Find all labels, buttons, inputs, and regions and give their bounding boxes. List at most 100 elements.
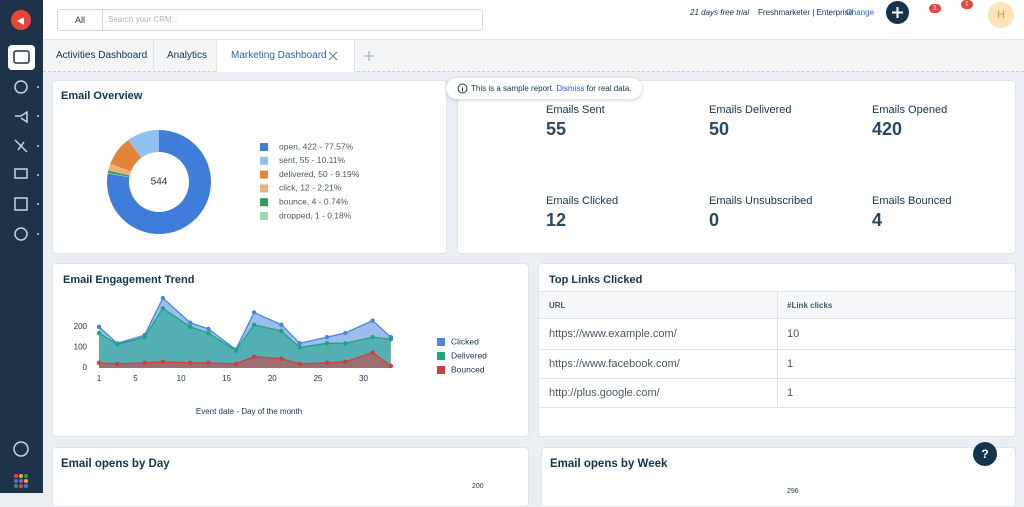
opens-by-week-card: Email opens by Week 296 xyxy=(541,447,1016,507)
sample-notice: This is a sample report. Dismiss for rea… xyxy=(446,78,642,99)
point xyxy=(233,361,239,367)
x-tick-label: 1 xyxy=(97,374,102,383)
point xyxy=(115,342,120,347)
card-title: Email opens by Day xyxy=(61,458,170,470)
point xyxy=(370,334,375,340)
top-links-card: Top Links Clicked URL #Link clicks https:/… xyxy=(538,263,1016,437)
x-tick-label: 20 xyxy=(268,374,277,383)
donut-center-label: 544 xyxy=(151,177,168,188)
sidebar-icons xyxy=(8,10,39,488)
top-bar: All Search your CRM... 21 days free tria… xyxy=(43,0,1024,40)
legend-swatch xyxy=(260,170,268,179)
point xyxy=(297,361,302,367)
add-tab[interactable] xyxy=(364,51,374,61)
metric-label: Emails Unsubscribed xyxy=(709,195,813,207)
legend-label: click, 12 - 2.21% xyxy=(279,183,342,193)
point xyxy=(160,295,166,301)
metric-value: 12 xyxy=(546,210,567,230)
search-placeholder: Search your CRM... xyxy=(108,15,179,24)
avatar[interactable]: H xyxy=(988,2,1014,28)
y-tick-label: 0 xyxy=(83,363,88,372)
card-title: Email Overview xyxy=(61,90,143,102)
close-tab[interactable] xyxy=(328,51,338,61)
dismiss-link[interactable]: Dismiss xyxy=(556,84,585,93)
donut-segment xyxy=(110,140,142,172)
point xyxy=(115,361,120,367)
point xyxy=(279,328,284,334)
metric-value: 4 xyxy=(872,210,883,230)
donut-segment xyxy=(128,130,159,158)
metric-value: 50 xyxy=(709,119,730,139)
row-divider xyxy=(539,378,1015,379)
point xyxy=(96,324,102,330)
point xyxy=(142,334,147,340)
point xyxy=(324,341,330,346)
metrics-card: Emails Sent 55 Emails Delivered 50 Emails Op… xyxy=(457,80,1016,254)
point xyxy=(188,320,193,325)
search-box[interactable]: All Search your CRM... xyxy=(57,9,483,31)
donut-segment xyxy=(108,163,131,176)
search-scope[interactable]: All xyxy=(58,10,103,30)
line xyxy=(98,351,392,367)
table-cell: https://www.facebook.com/ xyxy=(549,357,680,370)
legend-label: delivered, 50 - 9.19% xyxy=(279,169,360,179)
point xyxy=(96,330,102,336)
point xyxy=(370,350,375,355)
donut-segment xyxy=(107,130,212,234)
point xyxy=(343,341,348,346)
point xyxy=(206,330,211,336)
point xyxy=(188,324,193,330)
point xyxy=(279,356,284,361)
metric-value: 0 xyxy=(709,210,720,230)
tab-active[interactable]: Marketing Dashboard xyxy=(217,40,355,72)
point xyxy=(233,348,239,353)
trial-text: 21 days free trial xyxy=(690,8,750,17)
tab-bar: Activities Dashboard Analytics Marketing… xyxy=(43,40,1024,72)
opens-by-day-card: Email opens by Day 200 xyxy=(52,447,529,507)
legend-label: open, 422 - 77.57% xyxy=(279,141,354,151)
table-cell: 1 xyxy=(787,387,794,399)
x-tick-label: 10 xyxy=(177,374,186,383)
email-overview-card: Email Overview 544 open, 422 - 77.57% sen… xyxy=(52,80,447,254)
legend-label: dropped, 1 - 0.18% xyxy=(279,210,352,220)
table-cell: https://www.example.com/ xyxy=(549,328,677,340)
point xyxy=(251,310,257,315)
data-label: 296 xyxy=(787,488,799,495)
table-cell: 1 xyxy=(787,357,794,370)
point xyxy=(343,359,348,365)
metric-label: Emails Bounced xyxy=(872,195,952,207)
notice-suffix: for real data. xyxy=(586,84,632,93)
point xyxy=(251,354,257,359)
line xyxy=(98,296,392,351)
change-link[interactable]: Change xyxy=(846,8,875,17)
donut-segment xyxy=(107,170,130,177)
point xyxy=(370,318,375,323)
legend-swatch xyxy=(437,366,445,374)
x-tick-label: 30 xyxy=(359,374,368,383)
point xyxy=(142,360,147,366)
legend-swatch xyxy=(260,198,268,207)
data-label: 200 xyxy=(472,483,484,490)
point xyxy=(96,360,102,366)
point xyxy=(297,341,302,346)
tab[interactable]: Analytics xyxy=(154,40,217,72)
x-axis-title: Event date - Day of the month xyxy=(196,407,302,416)
tab[interactable]: Activities Dashboard xyxy=(43,40,154,72)
point xyxy=(388,337,394,342)
point xyxy=(297,345,302,350)
links-table: URL #Link clicks https://www.example.com/1… xyxy=(539,291,1015,408)
point xyxy=(206,360,211,366)
help-button[interactable]: ? xyxy=(973,442,997,466)
column-divider xyxy=(777,292,778,408)
add-button[interactable] xyxy=(886,1,909,24)
x-tick-label: 5 xyxy=(133,374,138,383)
point xyxy=(160,359,166,365)
notice-text: This is a sample report. xyxy=(471,84,555,93)
metric-label: Emails Delivered xyxy=(709,104,792,116)
card-title: Email Engagement Trend xyxy=(63,274,195,286)
legend-swatch xyxy=(260,184,268,193)
card-title: Top Links Clicked xyxy=(549,274,643,286)
point xyxy=(279,322,284,327)
